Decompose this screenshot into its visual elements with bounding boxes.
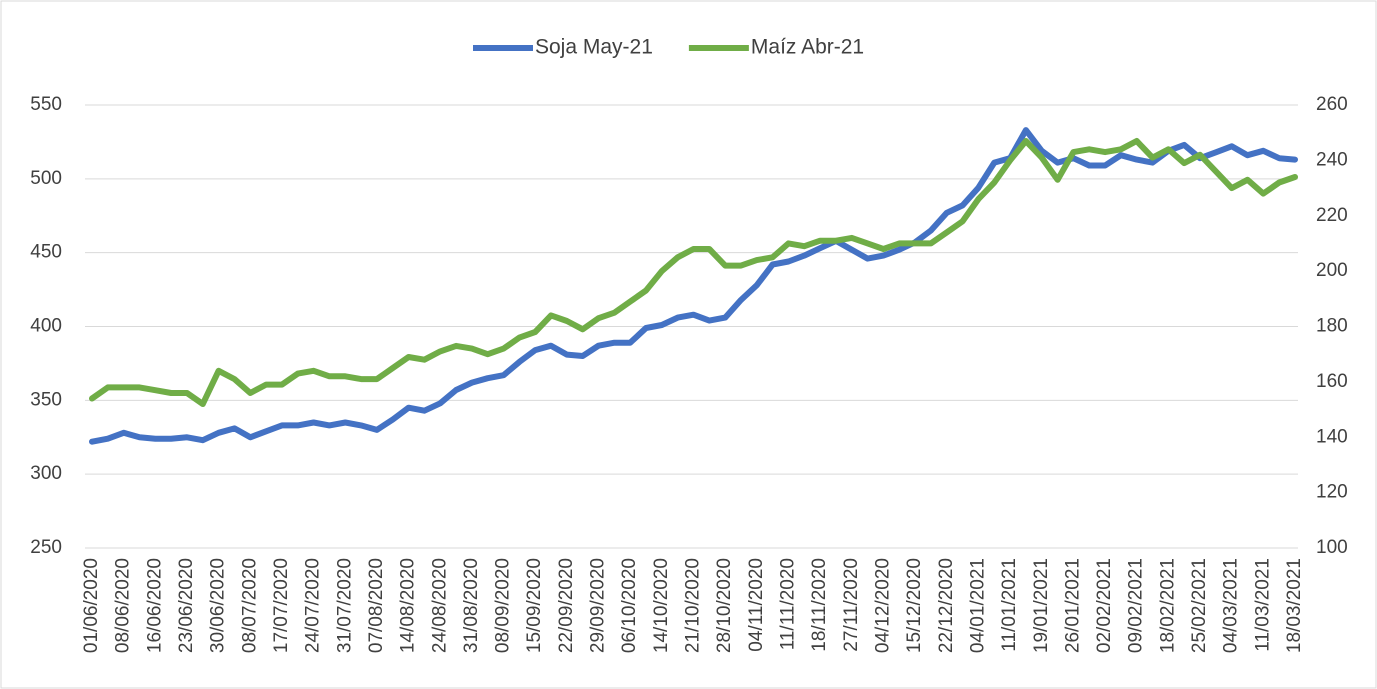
x-tick-label: 07/08/2020	[366, 558, 387, 653]
x-tick-label: 30/06/2020	[208, 558, 229, 653]
series-line	[89, 127, 1298, 445]
y2-tick-label: 140	[1316, 426, 1348, 447]
y-tick-label: 300	[30, 463, 62, 484]
x-tick-label: 09/02/2021	[1126, 558, 1147, 653]
x-tick-label: 18/11/2020	[809, 558, 830, 652]
x-tick-label: 21/10/2020	[683, 558, 704, 653]
x-tick-label: 04/01/2021	[967, 558, 988, 653]
x-tick-label: 11/11/2020	[777, 558, 798, 650]
y2-tick-label: 220	[1316, 205, 1348, 226]
y2-tick-label: 120	[1316, 482, 1348, 503]
x-tick-label: 06/10/2020	[619, 558, 640, 653]
x-tick-label: 26/01/2021	[1062, 558, 1083, 653]
x-tick-label: 15/12/2020	[904, 558, 925, 653]
x-tick-label: 14/08/2020	[398, 558, 419, 653]
x-tick-label: 29/09/2020	[588, 558, 609, 653]
x-tick-label: 25/02/2021	[1189, 558, 1210, 653]
x-tick-label: 02/02/2021	[1094, 558, 1115, 653]
x-tick-label: 15/09/2020	[524, 558, 545, 653]
legend-label: Soja May-21	[535, 36, 653, 59]
y-tick-label: 500	[30, 168, 62, 189]
y-tick-label: 350	[30, 389, 62, 410]
x-tick-label: 11/01/2021	[999, 558, 1020, 652]
x-tick-label: 04/11/2020	[746, 558, 767, 652]
x-tick-label: 19/01/2021	[1031, 558, 1052, 653]
x-tick-label: 18/03/2021	[1284, 558, 1305, 653]
y-tick-label: 250	[30, 537, 62, 558]
x-tick-label: 11/03/2021	[1252, 558, 1273, 652]
x-tick-label: 31/08/2020	[461, 558, 482, 653]
x-tick-label: 31/07/2020	[334, 558, 355, 653]
y2-tick-label: 160	[1316, 371, 1348, 392]
x-tick-label: 08/06/2020	[113, 558, 134, 653]
x-tick-label: 28/10/2020	[714, 558, 735, 653]
y2-tick-label: 180	[1316, 316, 1348, 337]
x-tick-label: 17/07/2020	[271, 558, 292, 653]
x-tick-label: 22/12/2020	[936, 558, 957, 653]
y-tick-label: 400	[30, 316, 62, 337]
series-line	[89, 138, 1298, 407]
x-tick-label: 08/07/2020	[239, 558, 260, 653]
x-tick-label: 24/08/2020	[429, 558, 450, 653]
x-tick-label: 18/02/2021	[1157, 558, 1178, 653]
y2-tick-label: 100	[1316, 537, 1348, 558]
y2-tick-label: 200	[1316, 260, 1348, 281]
x-tick-label: 24/07/2020	[303, 558, 324, 653]
x-tick-label: 22/09/2020	[556, 558, 577, 653]
x-tick-label: 27/11/2020	[841, 558, 862, 652]
x-tick-label: 04/12/2020	[872, 558, 893, 653]
y2-tick-label: 240	[1316, 149, 1348, 170]
y-tick-label: 450	[30, 242, 62, 263]
y-tick-label: 550	[30, 94, 62, 115]
y2-tick-label: 260	[1316, 94, 1348, 115]
x-tick-label: 08/09/2020	[493, 558, 514, 653]
x-tick-label: 23/06/2020	[176, 558, 197, 653]
x-tick-label: 04/03/2021	[1221, 558, 1242, 653]
legend-label: Maíz Abr-21	[751, 36, 864, 59]
x-tick-label: 16/06/2020	[144, 558, 165, 653]
x-tick-label: 01/06/2020	[81, 558, 102, 653]
x-tick-label: 14/10/2020	[651, 558, 672, 653]
